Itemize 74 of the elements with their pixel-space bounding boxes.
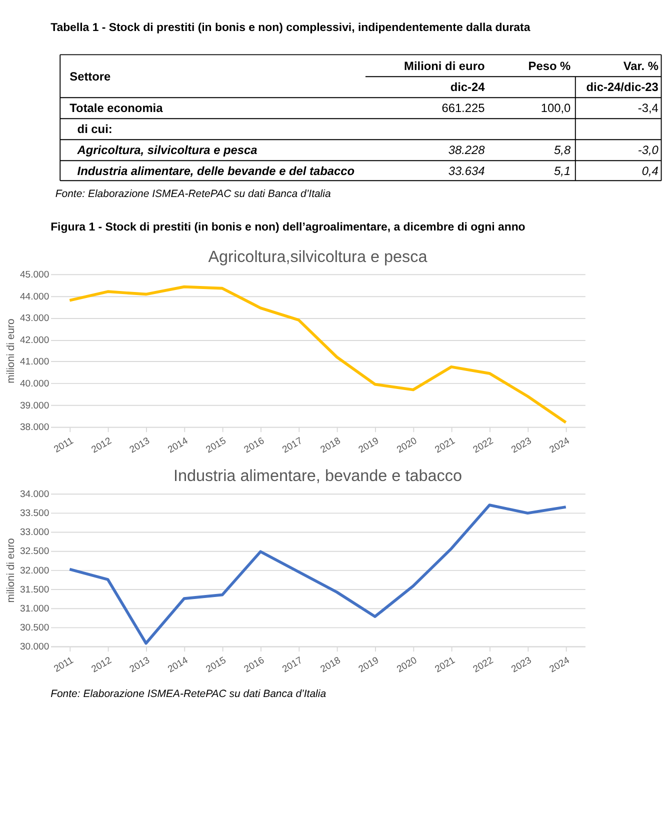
source-note: Fonte: Elaborazione ISMEA-RetePAC su dati Banca d’Italia xyxy=(55,188,331,200)
x-tick-label: 2019 xyxy=(356,436,381,456)
text: Settore xyxy=(70,69,112,84)
y-tick-label: 31.000 xyxy=(20,603,50,614)
x-tick-label: 2018 xyxy=(318,655,343,676)
x-tick-label: 2024 xyxy=(548,435,572,456)
x-tick-label: 2015 xyxy=(204,436,228,456)
source-note: Fonte: Elaborazione ISMEA-RetePAC su dati Banca d’Italia xyxy=(50,688,326,700)
x-tick-label: 2024 xyxy=(548,654,572,676)
y-tick-label: 32.000 xyxy=(20,565,50,576)
x-tick-label: 2012 xyxy=(90,655,114,676)
y-tick-label: 33.000 xyxy=(20,527,50,538)
x-tick-label: 2017 xyxy=(280,655,304,676)
x-tick-label: 2013 xyxy=(128,436,152,456)
text: Tabella 1 - Stock di prestiti (in bonis e non) complessivi, indipendentemente dalla durata xyxy=(50,22,531,34)
text: Milioni di euro xyxy=(404,58,485,73)
x-tick-label: 2022 xyxy=(471,655,496,676)
y-tick-label: 38.000 xyxy=(20,422,50,434)
x-tick-label: 2023 xyxy=(510,436,534,456)
x-tick-label: 2021 xyxy=(433,655,458,676)
y-tick-label: 31.500 xyxy=(20,584,50,596)
text: -3,0 xyxy=(638,142,659,157)
text: Figura 1 - Stock di prestiti (in bonis e non) dell’agroalimentare, a dicembre di ogni anno xyxy=(50,221,526,234)
x-tick-label: 2012 xyxy=(90,436,114,456)
x-tick-label: 2019 xyxy=(356,655,381,676)
text: 661.225 xyxy=(442,100,486,115)
text: 5,8 xyxy=(554,142,571,157)
x-tick-label: 2014 xyxy=(166,435,191,456)
y-axis-title: milioni di euro xyxy=(6,318,18,384)
text: dic-24 xyxy=(450,80,486,94)
line-series xyxy=(68,504,568,645)
text: 38.228 xyxy=(448,142,486,157)
text: Industria alimentare, delle bevande e del tabacco xyxy=(77,164,355,178)
y-tick-label: 34.000 xyxy=(20,488,50,500)
y-tick-label: 32.500 xyxy=(20,546,50,558)
text: 33.634 xyxy=(448,164,486,178)
text: 0,4 xyxy=(642,164,659,178)
y-tick-label: 42.000 xyxy=(20,334,50,346)
x-tick-label: 2013 xyxy=(128,655,152,676)
x-tick-label: 2017 xyxy=(280,436,304,456)
x-tick-label: 2018 xyxy=(318,436,343,456)
x-tick-label: 2023 xyxy=(510,655,534,676)
y-tick-label: 43.000 xyxy=(20,313,50,324)
y-tick-label: 30.000 xyxy=(20,642,50,653)
x-tick-label: 2011 xyxy=(52,655,76,675)
text: Var. % xyxy=(623,58,659,73)
x-tick-label: 2011 xyxy=(52,436,76,456)
y-tick-label: 39.000 xyxy=(20,400,50,412)
x-tick-label: 2015 xyxy=(204,655,228,676)
y-tick-label: 44.000 xyxy=(20,291,50,302)
y-tick-label: 41.000 xyxy=(20,356,50,368)
text: 5,1 xyxy=(554,164,571,178)
x-tick-label: 2021 xyxy=(433,436,458,456)
text: Agricoltura, silvicoltura e pesca xyxy=(76,142,258,157)
x-tick-label: 2016 xyxy=(242,655,266,676)
y-tick-label: 45.000 xyxy=(20,270,50,281)
text: Peso % xyxy=(528,58,572,73)
text: -3,4 xyxy=(638,100,659,115)
y-tick-label: 40.000 xyxy=(20,378,50,390)
y-axis-title: milioni di euro xyxy=(6,538,18,603)
chart-title: Industria alimentare, bevande e tabacco xyxy=(173,467,462,486)
text: Totale economia xyxy=(70,100,164,115)
x-tick-label: 2020 xyxy=(395,436,419,456)
text: di cui: xyxy=(77,122,112,136)
chart-title: Agricoltura,silvicoltura e pesca xyxy=(208,248,428,266)
x-tick-label: 2020 xyxy=(395,655,419,676)
x-tick-label: 2014 xyxy=(166,654,191,676)
x-tick-label: 2022 xyxy=(471,436,496,456)
x-tick-label: 2016 xyxy=(242,436,266,456)
text: dic-24/dic-23 xyxy=(586,80,659,94)
text: 100,0 xyxy=(540,100,571,115)
line-series xyxy=(68,285,568,424)
y-tick-label: 30.500 xyxy=(20,622,50,634)
y-tick-label: 33.500 xyxy=(20,508,50,520)
